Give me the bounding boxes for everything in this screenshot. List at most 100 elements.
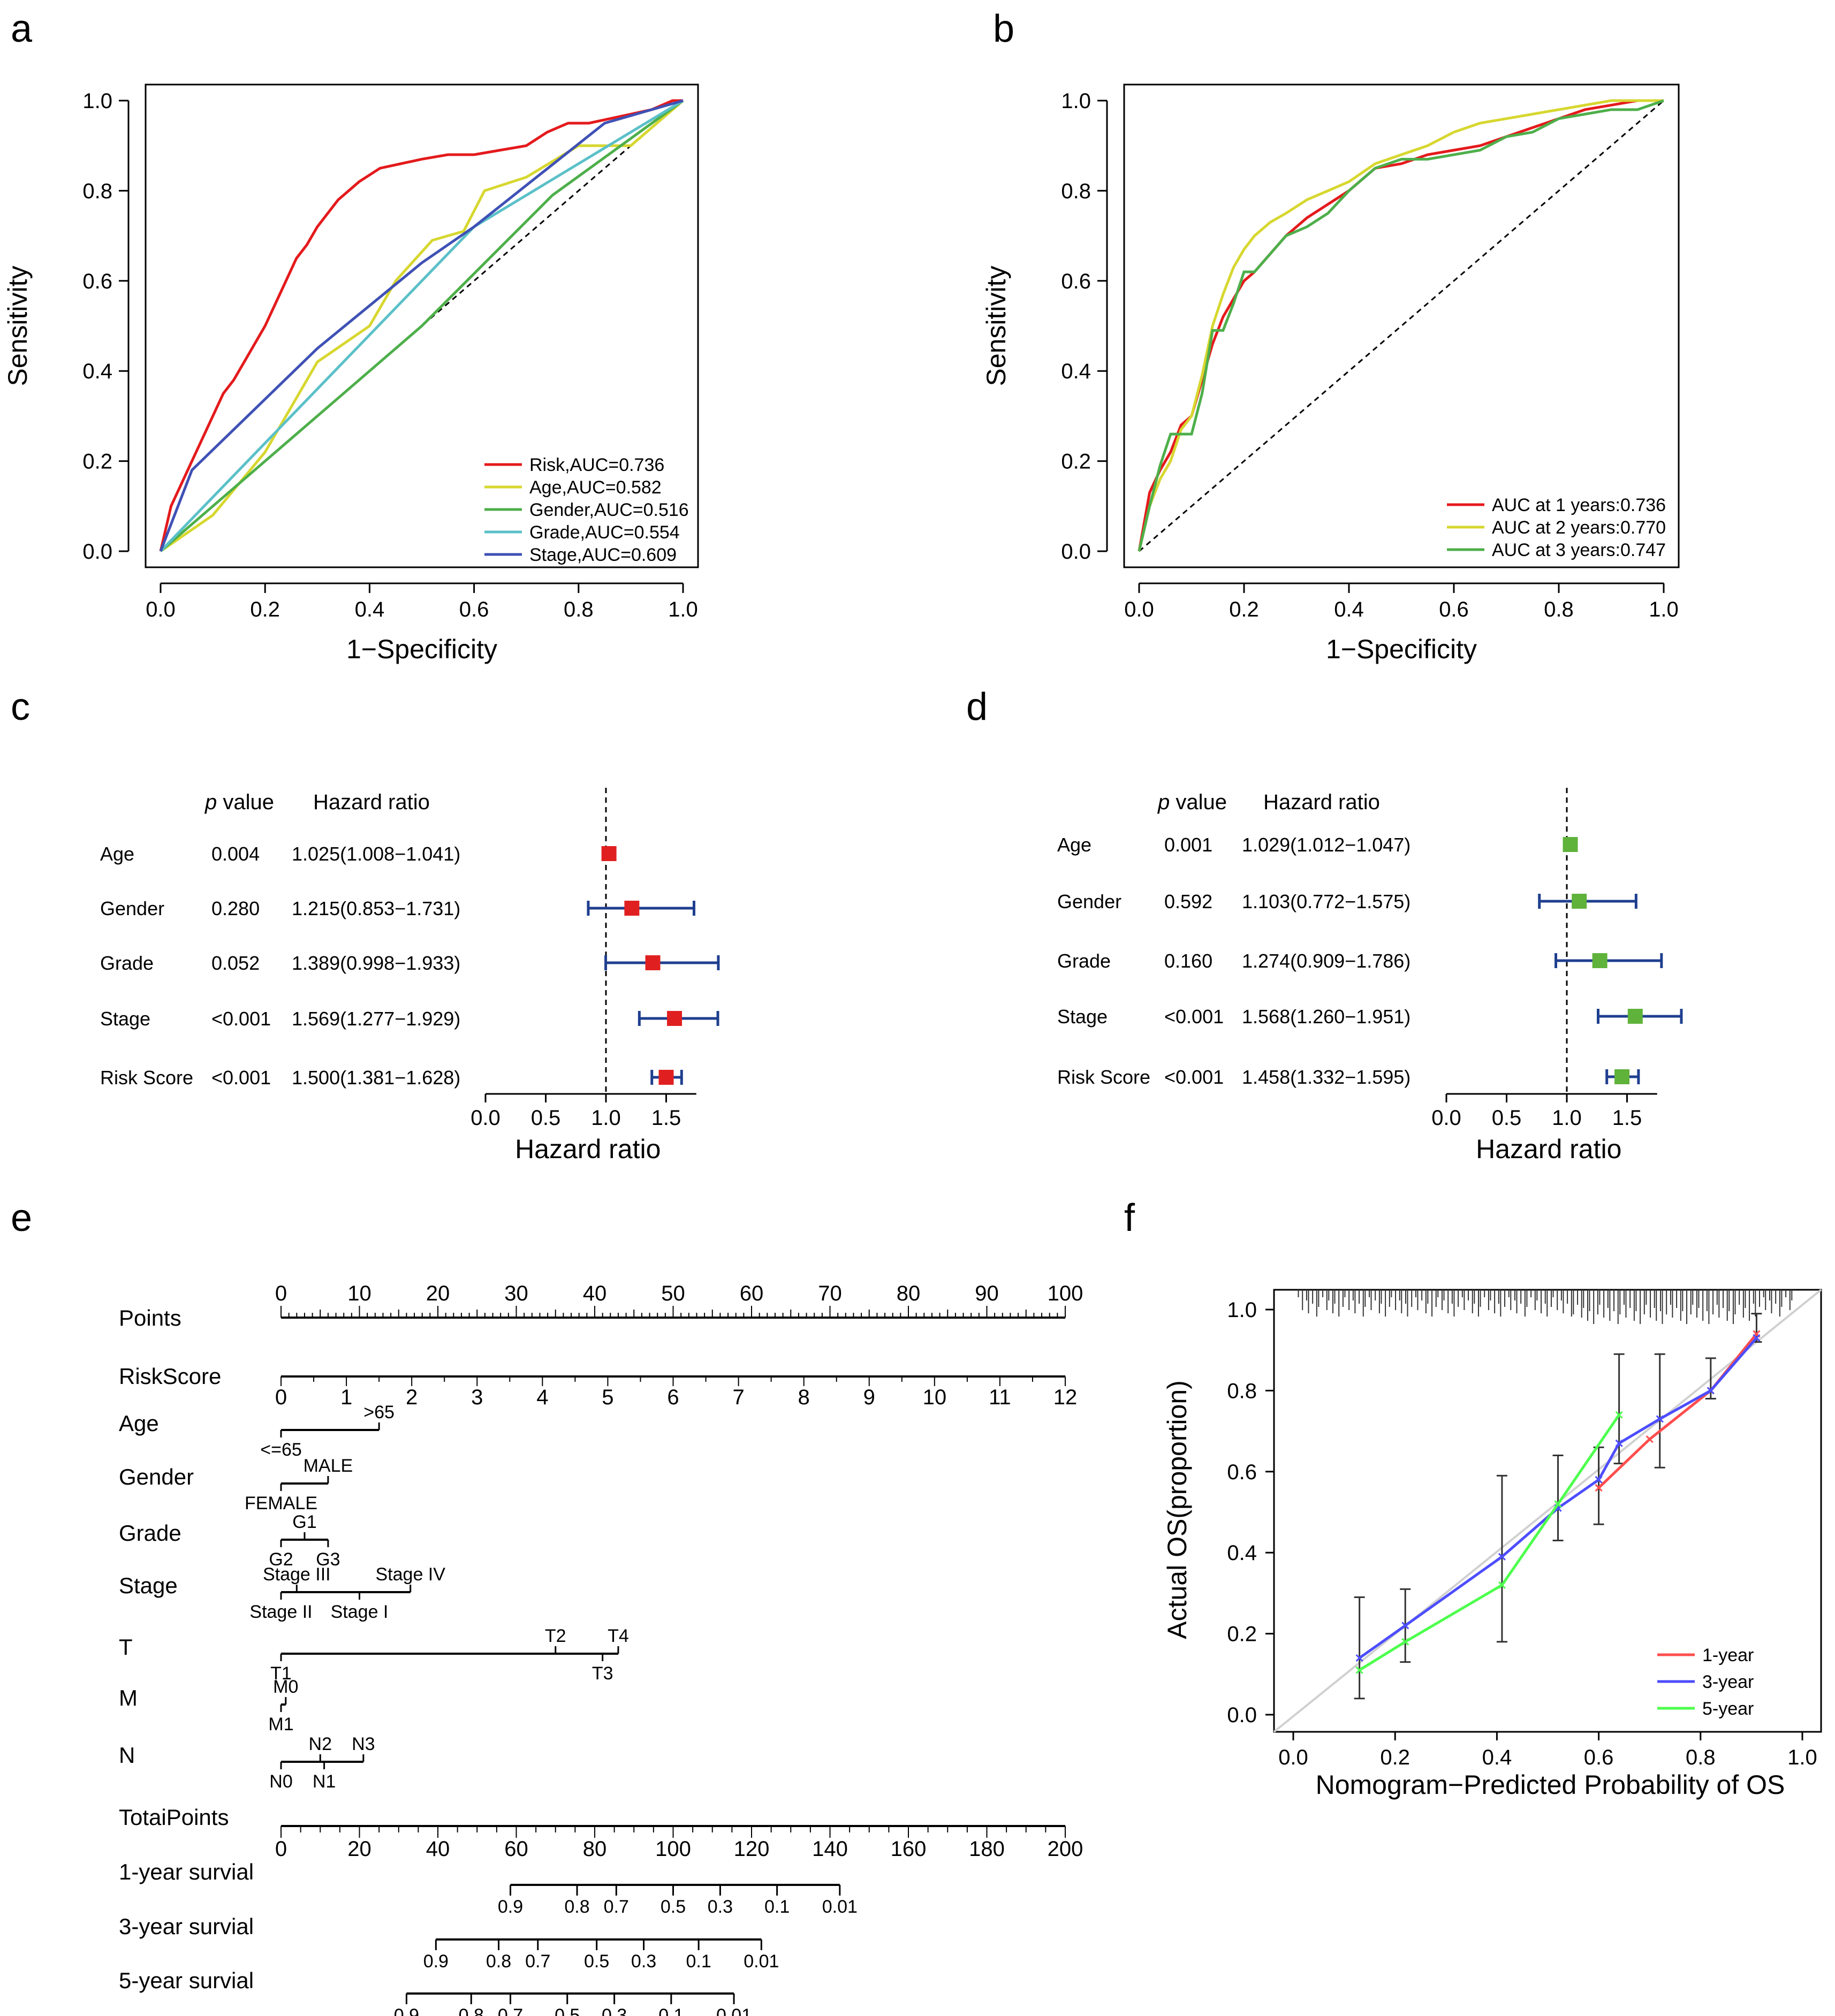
roc-curve-3 [1138, 99, 1664, 552]
x-tick-label: 0.0 [1124, 598, 1154, 621]
level-label: FEMALE [245, 1493, 317, 1513]
total-points-tick-label: 40 [426, 1837, 450, 1861]
survival-tick-label: 0.7 [498, 2005, 523, 2016]
x-tick-label: 1.0 [591, 1106, 621, 1130]
hr-point [1627, 1009, 1643, 1024]
x-tick-label: 0.4 [1334, 598, 1364, 621]
variable-label: M [119, 1685, 138, 1710]
survival-tick-label: 0.3 [631, 1951, 656, 1972]
total-points-tick-label: 200 [1048, 1837, 1083, 1861]
calibration-point [1595, 1475, 1603, 1484]
y-tick-label: 0.6 [1061, 270, 1091, 293]
row-p-value: 0.052 [211, 952, 260, 974]
level-label: G3 [316, 1549, 340, 1570]
row-label: Stage [100, 1008, 150, 1030]
x-axis-title: Hazard ratio [515, 1134, 661, 1164]
calibration-point [1707, 1387, 1715, 1395]
x-axis-title: 1−Specificity [346, 634, 497, 664]
panel-label-e: e [11, 1197, 32, 1239]
calibration-point [1615, 1439, 1623, 1447]
row-hazard-ratio-text: 1.458(1.332−1.595) [1242, 1066, 1411, 1088]
x-tick-label: 0.8 [1686, 1746, 1716, 1769]
row-label: Age [1057, 834, 1091, 856]
calibration-point [1646, 1435, 1654, 1443]
header-p-value: p value [1157, 790, 1227, 814]
x-tick-label: 1.0 [668, 598, 698, 621]
variable-label: T [119, 1634, 133, 1660]
x-tick-label: 1.0 [1649, 598, 1679, 621]
ideal-line [1273, 1289, 1822, 1733]
level-label: N2 [309, 1734, 332, 1754]
y-tick-label: 0.0 [1227, 1703, 1257, 1727]
x-tick-label: 0.5 [531, 1106, 561, 1130]
panel-label-d: d [966, 686, 988, 728]
row-hazard-ratio-text: 1.029(1.012−1.047) [1242, 834, 1411, 856]
survival-tick-label: 0.7 [525, 1951, 550, 1972]
row-label: Risk Score [100, 1067, 193, 1089]
row-hazard-ratio-text: 1.500(1.381−1.628) [292, 1067, 460, 1089]
level-label: MALE [304, 1456, 353, 1476]
points-tick-label: 20 [426, 1282, 450, 1305]
variable-label: RiskScore [119, 1364, 221, 1389]
x-tick-label: 0.8 [1544, 598, 1574, 621]
y-tick-label: 0.8 [1061, 179, 1091, 203]
x-tick-label: 0.0 [146, 598, 176, 621]
variable-tick-label: 9 [863, 1386, 875, 1409]
points-label: Points [119, 1305, 181, 1330]
level-label: T1 [270, 1663, 292, 1684]
total-points-tick-label: 20 [347, 1837, 371, 1861]
reference-diagonal [1139, 100, 1664, 552]
variable-label: Age [119, 1411, 159, 1436]
variable-tick-label: 12 [1053, 1386, 1078, 1409]
variable-label: Grade [119, 1520, 181, 1546]
calibration-point [1615, 1411, 1623, 1419]
row-p-value: 0.280 [211, 897, 260, 919]
y-tick-label: 0.0 [1061, 540, 1091, 564]
hr-point [658, 1070, 674, 1085]
legend-entry: AUC at 2 years:0.770 [1492, 518, 1666, 538]
level-label: G2 [269, 1549, 293, 1570]
x-tick-label: 0.0 [1278, 1746, 1308, 1769]
row-label: Stage [1057, 1006, 1108, 1028]
survival-tick-label: 0.5 [584, 1951, 609, 1972]
x-tick-label: 0.5 [1492, 1106, 1522, 1130]
x-tick-label: 0.8 [564, 598, 594, 621]
survival-label: 1-year survial [119, 1859, 254, 1884]
row-hazard-ratio-text: 1.274(0.909−1.786) [1242, 950, 1411, 972]
y-tick-label: 0.4 [1061, 360, 1091, 383]
variable-label: Gender [119, 1464, 194, 1489]
roc-curve-2 [160, 100, 684, 553]
x-tick-label: 0.2 [1229, 598, 1259, 621]
survival-tick-label: 0.7 [604, 1897, 629, 1917]
legend-entry: 1-year [1702, 1645, 1754, 1665]
y-tick-label: 0.6 [82, 270, 112, 293]
variable-tick-label: 7 [732, 1386, 744, 1409]
row-p-value: 0.592 [1164, 891, 1212, 912]
level-label: T3 [592, 1663, 613, 1684]
row-p-value: 0.001 [1164, 834, 1212, 856]
total-points-tick-label: 100 [655, 1837, 691, 1861]
hr-point [667, 1011, 683, 1026]
row-hazard-ratio-text: 1.569(1.277−1.929) [292, 1008, 460, 1030]
level-label: N3 [352, 1734, 375, 1754]
forest-panel-c: p value Hazard ratio Age 0.004 1.025(1.008−1… [100, 788, 720, 1164]
y-tick-label: 0.8 [1227, 1379, 1257, 1403]
y-axis-title: Sensitivity [3, 265, 33, 386]
survival-tick-label: 0.9 [423, 1951, 449, 1972]
y-axis-title: Sensitivity [981, 265, 1011, 386]
legend-entry: 3-year [1702, 1672, 1754, 1692]
total-points-tick-label: 160 [891, 1837, 927, 1861]
panel-label-b: b [993, 7, 1014, 50]
total-points-tick-label: 0 [275, 1837, 287, 1861]
points-tick-label: 40 [583, 1282, 607, 1305]
survival-tick-label: 0.3 [708, 1897, 733, 1917]
x-tick-label: 0.0 [1431, 1106, 1461, 1130]
y-axis-title: Actual OS(proportion) [1162, 1380, 1192, 1639]
hr-point [1572, 894, 1587, 909]
legend-entry: 5-year [1702, 1699, 1754, 1719]
x-tick-label: 0.6 [1439, 598, 1469, 621]
y-tick-label: 0.4 [82, 360, 112, 383]
variable-tick-label: 11 [989, 1386, 1011, 1409]
row-hazard-ratio-text: 1.568(1.260−1.951) [1242, 1006, 1411, 1028]
